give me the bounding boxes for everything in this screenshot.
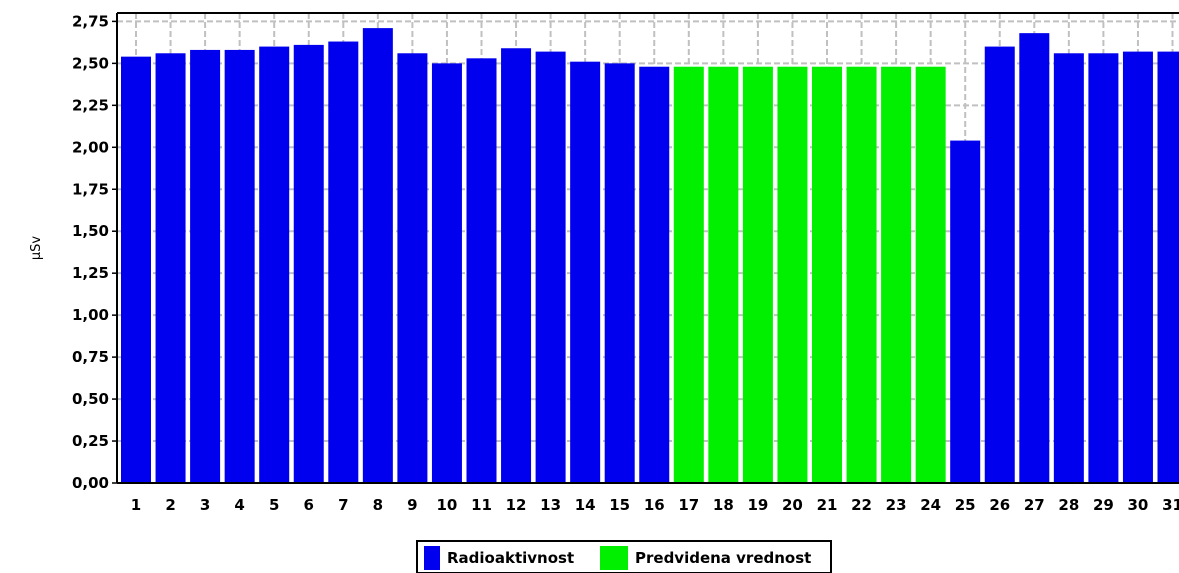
bar-day-17 bbox=[673, 66, 704, 483]
x-tick-label: 16 bbox=[644, 496, 665, 514]
bar-day-18 bbox=[708, 66, 739, 483]
legend-label-radioaktivnost: Radioaktivnost bbox=[447, 549, 574, 567]
x-tick-label: 10 bbox=[437, 496, 458, 514]
bar-day-22 bbox=[846, 66, 877, 483]
x-tick-label: 19 bbox=[747, 496, 768, 514]
bar-day-28 bbox=[1053, 53, 1084, 484]
legend-swatch-predvidena bbox=[600, 546, 628, 570]
bar-day-9 bbox=[397, 53, 428, 484]
bar-day-7 bbox=[328, 41, 359, 484]
y-tick-label: 0,25 bbox=[72, 432, 109, 450]
bars bbox=[121, 28, 1179, 484]
bar-day-6 bbox=[293, 44, 324, 484]
y-tick-label: 2,75 bbox=[72, 12, 109, 30]
bar-day-2 bbox=[155, 53, 186, 484]
bar-day-13 bbox=[535, 51, 566, 483]
y-axis-label: µSv bbox=[29, 236, 44, 261]
y-tick-label: 0,50 bbox=[72, 390, 109, 408]
x-tick-label: 5 bbox=[269, 496, 279, 514]
x-tick-label: 31 bbox=[1162, 496, 1179, 514]
bar-day-27 bbox=[1019, 33, 1050, 484]
x-tick-label: 11 bbox=[471, 496, 492, 514]
x-tick-label: 23 bbox=[886, 496, 907, 514]
bar-day-3 bbox=[190, 49, 221, 484]
y-tick-label: 2,00 bbox=[72, 138, 109, 156]
x-tick-label: 24 bbox=[920, 496, 941, 514]
bar-day-12 bbox=[501, 48, 532, 483]
x-tick-label: 22 bbox=[851, 496, 872, 514]
x-tick-label: 25 bbox=[955, 496, 976, 514]
legend: Radioaktivnost Predvidena vrednost bbox=[416, 540, 832, 573]
x-tick-label: 18 bbox=[713, 496, 734, 514]
legend-swatch-radioaktivnost bbox=[424, 546, 440, 570]
y-tick-label: 1,00 bbox=[72, 306, 109, 324]
x-tick-label: 26 bbox=[989, 496, 1010, 514]
bar-day-30 bbox=[1122, 51, 1153, 483]
legend-label-predvidena: Predvidena vrednost bbox=[635, 549, 811, 567]
bar-day-31 bbox=[1157, 51, 1179, 483]
bar-day-21 bbox=[812, 66, 842, 483]
y-tick-label: 1,50 bbox=[72, 222, 109, 240]
bar-day-16 bbox=[639, 66, 670, 483]
x-tick-label: 3 bbox=[200, 496, 210, 514]
y-tick-label: 2,50 bbox=[72, 54, 109, 72]
x-tick-label: 2 bbox=[165, 496, 175, 514]
bar-day-14 bbox=[570, 61, 601, 484]
x-tick-label: 4 bbox=[234, 496, 244, 514]
bar-day-20 bbox=[777, 66, 808, 483]
bar-day-26 bbox=[984, 46, 1015, 483]
bar-day-25 bbox=[950, 140, 981, 484]
bar-day-5 bbox=[259, 46, 290, 483]
y-tick-label: 1,75 bbox=[72, 180, 109, 198]
x-tick-label: 14 bbox=[575, 496, 596, 514]
bar-day-1 bbox=[121, 56, 151, 484]
bar-day-10 bbox=[431, 63, 462, 483]
bar-day-4 bbox=[224, 49, 255, 484]
x-tick-label: 7 bbox=[338, 496, 348, 514]
x-tick-label: 12 bbox=[506, 496, 527, 514]
x-tick-label: 28 bbox=[1058, 496, 1079, 514]
x-tick-label: 13 bbox=[540, 496, 561, 514]
bar-day-23 bbox=[881, 66, 912, 483]
x-tick-label: 30 bbox=[1128, 496, 1149, 514]
x-axis-ticks: 1 2 3 4 5 6 7 8 9 10 11 12 13 14 15 16 17 18 19 20 21 22 23 24 2… bbox=[131, 496, 1179, 514]
y-tick-label: 0,75 bbox=[72, 348, 109, 366]
x-tick-label: 6 bbox=[304, 496, 314, 514]
bar-day-15 bbox=[604, 63, 635, 483]
x-tick-label: 15 bbox=[609, 496, 630, 514]
x-tick-label: 20 bbox=[782, 496, 803, 514]
y-tick-label: 0,00 bbox=[72, 474, 109, 492]
x-tick-label: 17 bbox=[678, 496, 699, 514]
x-tick-label: 21 bbox=[817, 496, 838, 514]
bar-day-11 bbox=[466, 58, 497, 483]
x-tick-label: 8 bbox=[373, 496, 383, 514]
x-tick-label: 29 bbox=[1093, 496, 1114, 514]
y-axis-ticks: 0,00 0,25 0,50 0,75 1,00 1,25 1,50 1,75 2,00 2,25… bbox=[72, 12, 117, 492]
x-tick-label: 27 bbox=[1024, 496, 1045, 514]
bar-day-8 bbox=[362, 28, 393, 483]
x-tick-label: 9 bbox=[407, 496, 417, 514]
y-tick-label: 2,25 bbox=[72, 96, 109, 114]
x-tick-label: 1 bbox=[131, 496, 141, 514]
y-tick-label: 1,25 bbox=[72, 264, 109, 282]
bar-day-19 bbox=[742, 66, 773, 483]
bar-day-29 bbox=[1088, 53, 1119, 484]
bar-day-24 bbox=[915, 66, 946, 483]
